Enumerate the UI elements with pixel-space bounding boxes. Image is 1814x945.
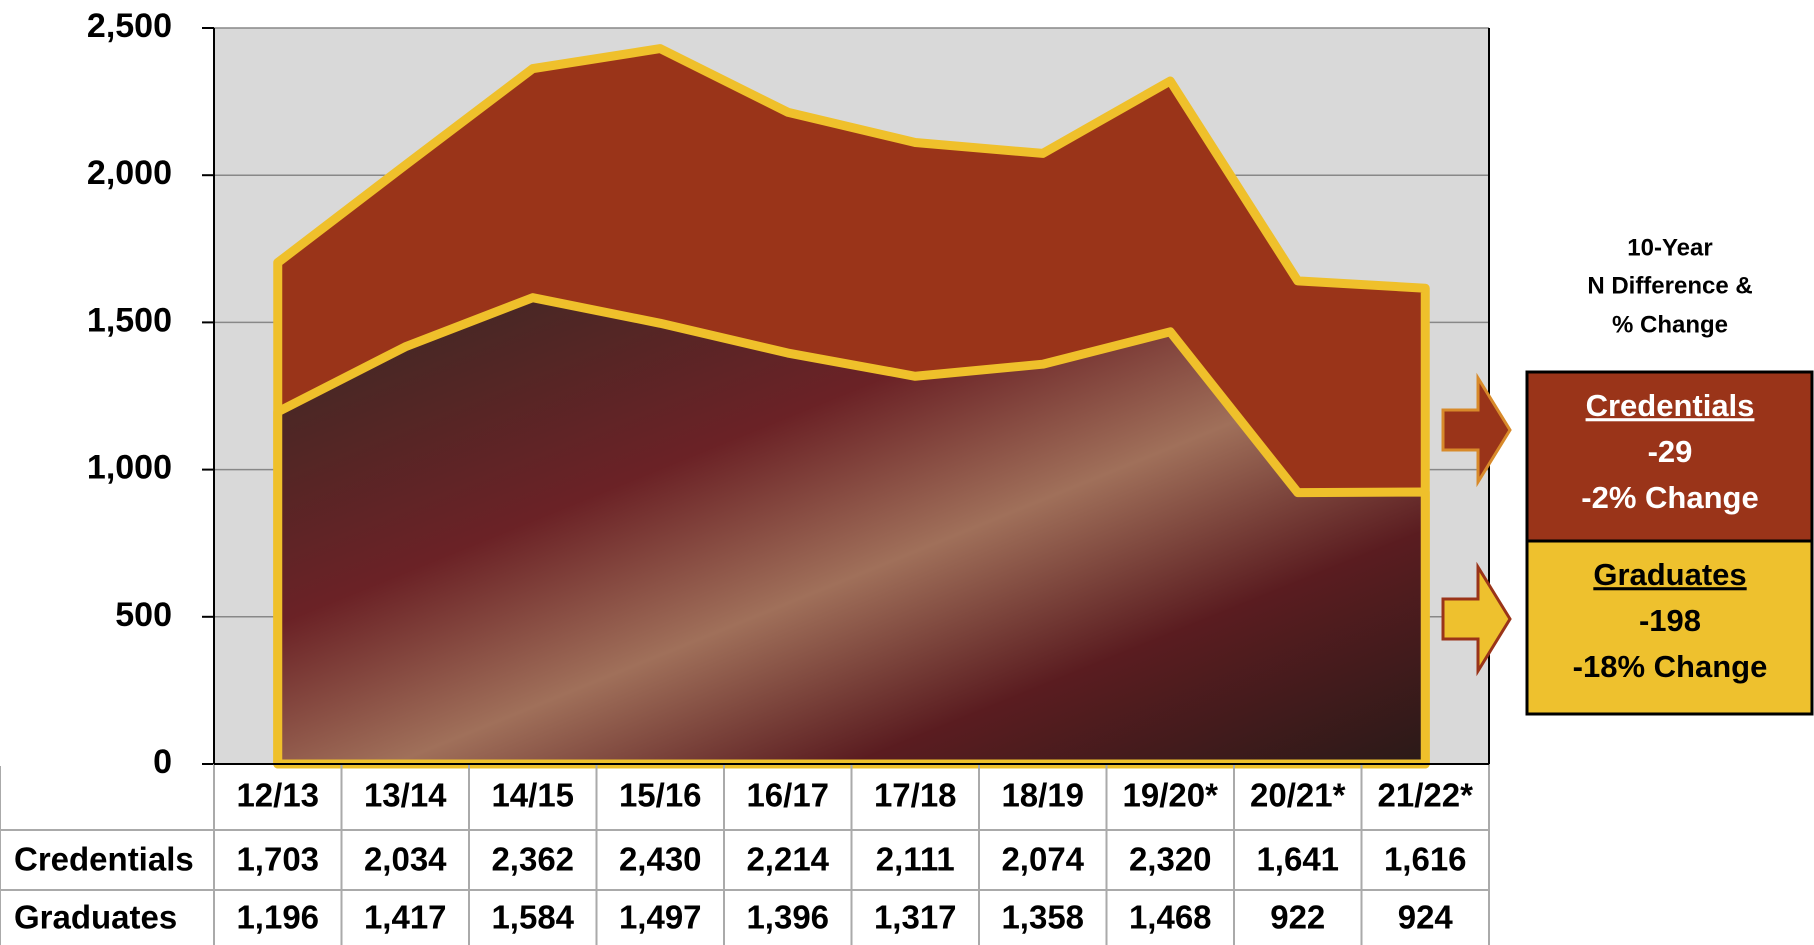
chart: 0 500 1,000 1,500 2,000 2,500 12/13 13/14 14/15 1… — [0, 0, 1814, 945]
table-value: 2,320 — [1129, 841, 1212, 878]
x-tick-label: 16/17 — [746, 777, 829, 814]
y-tick-label: 2,500 — [87, 7, 172, 45]
table-value: 2,034 — [364, 841, 447, 878]
x-tick-label: 17/18 — [874, 777, 957, 814]
table-value: 1,641 — [1256, 841, 1339, 878]
table-value: 1,358 — [1001, 899, 1084, 936]
x-tick-label: 12/13 — [236, 777, 319, 814]
row-label: Credentials — [14, 841, 194, 878]
x-tick-label: 14/15 — [491, 777, 574, 814]
summary-title: N Difference & — [1587, 272, 1752, 299]
x-tick-label: 18/19 — [1001, 777, 1084, 814]
x-tick-label: 21/22* — [1378, 777, 1474, 814]
table-value: 922 — [1270, 899, 1325, 936]
table-value: 2,111 — [876, 841, 955, 878]
summary-change: -18% Change — [1573, 649, 1768, 684]
table-value: 1,196 — [236, 899, 319, 936]
x-tick-label: 19/20* — [1123, 777, 1219, 814]
row-label: Graduates — [14, 899, 177, 936]
table-value: 1,616 — [1384, 841, 1467, 878]
table-value: 2,214 — [746, 841, 829, 878]
table-value: 2,074 — [1001, 841, 1084, 878]
table-value: 1,497 — [619, 899, 702, 936]
table-value: 1,317 — [874, 899, 957, 936]
y-tick-label: 500 — [115, 596, 172, 634]
table-value: 1,468 — [1129, 899, 1212, 936]
summary-title: % Change — [1612, 311, 1728, 338]
summary-difference: -29 — [1648, 434, 1693, 469]
table-value: 2,362 — [491, 841, 574, 878]
x-tick-label: 20/21* — [1250, 777, 1346, 814]
summary-title: 10-Year — [1627, 234, 1712, 261]
table-value: 924 — [1398, 899, 1454, 936]
summary-name: Graduates — [1593, 557, 1746, 592]
y-tick-label: 1,000 — [87, 449, 172, 487]
y-tick-label: 1,500 — [87, 301, 172, 339]
summary-difference: -198 — [1639, 603, 1701, 638]
table-value: 1,396 — [746, 899, 829, 936]
x-tick-label: 15/16 — [619, 777, 702, 814]
summary-change: -2% Change — [1581, 480, 1758, 515]
x-tick-label: 13/14 — [364, 777, 447, 814]
table-value: 1,584 — [491, 899, 574, 936]
table-value: 2,430 — [619, 841, 702, 878]
summary-name: Credentials — [1586, 388, 1755, 423]
table-value: 1,417 — [364, 899, 447, 936]
table-value: 1,703 — [236, 841, 319, 878]
y-tick-label: 0 — [153, 743, 172, 781]
y-tick-label: 2,000 — [87, 154, 172, 192]
